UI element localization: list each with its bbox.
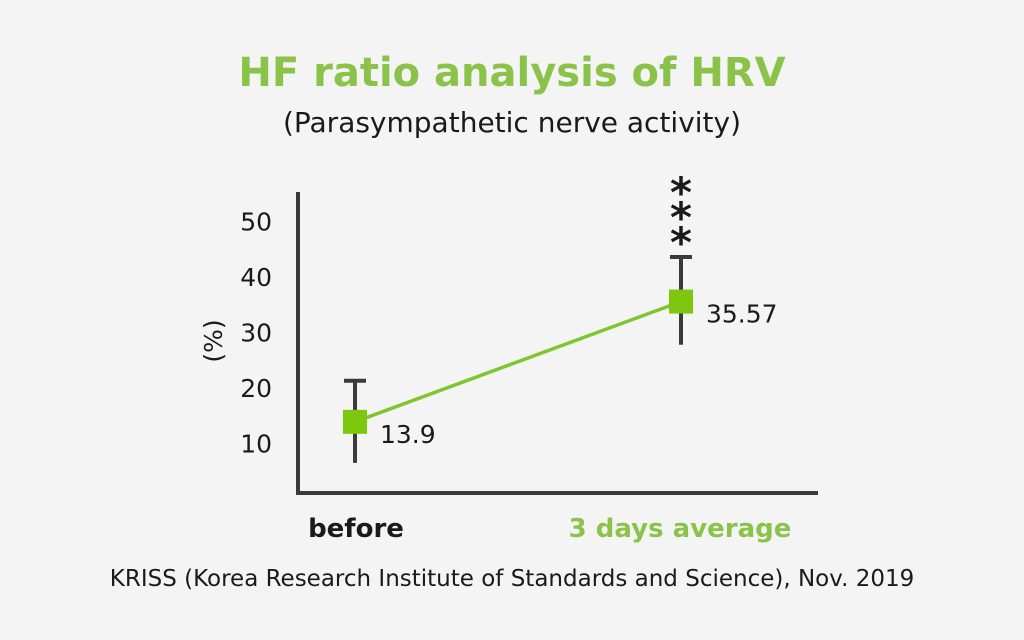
y-tick-label-10: 10 [240, 430, 272, 459]
x-tick-label-1: 3 days average [569, 514, 792, 544]
significance-star: * [670, 218, 692, 267]
chart-title: HF ratio analysis of HRV [238, 50, 786, 96]
significance-star: * [670, 193, 692, 242]
y-tick-label-50: 50 [240, 208, 272, 237]
y-tick-label-20: 20 [240, 374, 272, 403]
data-label-0: 13.9 [380, 420, 436, 449]
y-tick-label-30: 30 [240, 319, 272, 348]
significance-star: * [670, 168, 692, 217]
source-note: KRISS (Korea Research Institute of Stand… [109, 566, 915, 592]
significance-marker-1: *** [670, 168, 692, 267]
series-line [354, 299, 682, 424]
data-label-1: 35.57 [706, 300, 778, 329]
data-point-0 [343, 409, 367, 434]
y-tick-label-40: 40 [240, 263, 272, 292]
data-point-1 [669, 289, 693, 314]
y-axis-label: (%) [199, 319, 228, 362]
chart-subtitle: (Parasympathetic nerve activity) [282, 106, 742, 139]
x-tick-label-0: before [308, 514, 404, 544]
